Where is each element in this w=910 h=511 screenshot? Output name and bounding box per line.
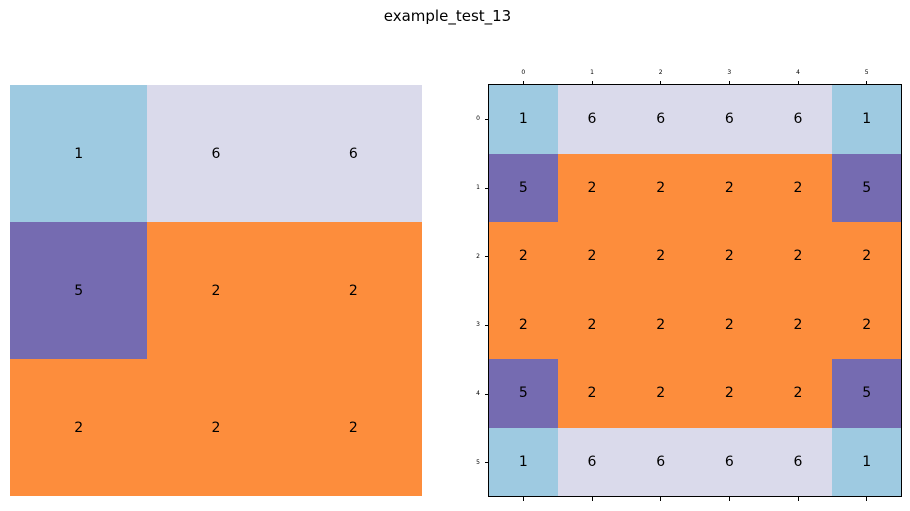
x-tick-mark-bottom-1 xyxy=(591,497,593,501)
output-cell-r2-c5: 2 xyxy=(832,222,901,291)
output-cell-r2-c4: 2 xyxy=(763,222,833,291)
output-cell-r1-c4: 2 xyxy=(763,153,833,222)
y-tick-mark-4 xyxy=(485,393,489,395)
y-tick-mark-2 xyxy=(485,256,489,258)
output-cell-r5-c3: 6 xyxy=(694,427,764,496)
x-tick-mark-bottom-5 xyxy=(866,497,868,501)
output-cell-r5-c4: 6 xyxy=(763,427,833,496)
output-cell-r0-c1: 6 xyxy=(557,85,627,154)
output-cell-r2-c2: 2 xyxy=(626,222,695,291)
y-tick-label-1: 1 xyxy=(476,184,480,191)
output-cell-r3-c4: 2 xyxy=(763,290,833,359)
output-cell-r1-c3: 2 xyxy=(694,153,764,222)
x-tick-mark-bottom-2 xyxy=(660,497,662,501)
input-cell-r1-c1: 2 xyxy=(147,222,285,359)
output-cell-r3-c5: 2 xyxy=(832,290,901,359)
x-tick-label-1: 1 xyxy=(590,69,594,76)
x-tick-mark-bottom-3 xyxy=(728,497,730,501)
input-cell-r2-c1: 2 xyxy=(147,359,285,496)
output-cell-r4-c4: 2 xyxy=(763,359,833,428)
x-tick-mark-bottom-0 xyxy=(522,497,524,501)
input-cell-r2-c2: 2 xyxy=(284,359,422,496)
output-cell-r5-c1: 6 xyxy=(557,427,627,496)
input-cell-r0-c0: 1 xyxy=(10,85,148,222)
output-cell-r3-c1: 2 xyxy=(557,290,627,359)
output-cell-r0-c2: 6 xyxy=(626,85,695,154)
y-tick-label-5: 5 xyxy=(476,458,480,466)
output-cell-r4-c0: 5 xyxy=(489,359,558,428)
output-cell-r1-c2: 2 xyxy=(626,153,695,222)
y-tick-mark-5 xyxy=(485,462,489,464)
output-cell-r0-c3: 6 xyxy=(694,85,764,154)
x-tick-label-3: 3 xyxy=(727,69,732,76)
x-tick-mark-bottom-4 xyxy=(797,497,799,501)
input-cell-r0-c2: 6 xyxy=(284,85,422,222)
output-cell-r2-c1: 2 xyxy=(557,222,627,291)
x-tick-mark-top-0 xyxy=(522,81,524,85)
input-cell-r2-c0: 2 xyxy=(10,359,148,496)
output-cell-r4-c2: 2 xyxy=(626,359,695,428)
output-cell-r0-c4: 6 xyxy=(763,85,833,154)
x-tick-mark-top-1 xyxy=(591,81,593,85)
y-tick-mark-0 xyxy=(485,118,489,120)
x-tick-label-0: 0 xyxy=(521,69,526,76)
x-tick-label-2: 2 xyxy=(658,69,663,76)
y-tick-label-4: 4 xyxy=(476,390,480,397)
output-cell-r4-c3: 2 xyxy=(694,359,764,428)
x-tick-mark-top-2 xyxy=(660,81,662,85)
output-cell-r5-c2: 6 xyxy=(626,427,695,496)
x-tick-label-4: 4 xyxy=(796,69,800,76)
output-cell-r2-c0: 2 xyxy=(489,222,558,291)
input-cell-r1-c0: 5 xyxy=(10,222,148,359)
x-tick-mark-top-5 xyxy=(866,81,868,85)
output-cell-r3-c3: 2 xyxy=(694,290,764,359)
output-cell-r5-c5: 1 xyxy=(832,427,901,496)
y-tick-mark-3 xyxy=(485,324,489,326)
output-cell-r5-c0: 1 xyxy=(489,427,558,496)
x-tick-mark-top-4 xyxy=(797,81,799,85)
figure-title: example_test_13 xyxy=(383,7,512,25)
output-cell-r1-c5: 5 xyxy=(832,153,901,222)
output-cell-r3-c2: 2 xyxy=(626,290,695,359)
output-cell-r1-c0: 5 xyxy=(489,153,558,222)
output-cell-r4-c5: 5 xyxy=(832,359,901,428)
output-cell-r4-c1: 2 xyxy=(557,359,627,428)
input-cell-r1-c2: 2 xyxy=(284,222,422,359)
y-tick-label-2: 2 xyxy=(476,252,480,260)
output-cell-r3-c0: 2 xyxy=(489,290,558,359)
output-cell-r0-c5: 1 xyxy=(832,85,901,154)
x-tick-label-5: 5 xyxy=(864,69,869,76)
output-cell-r0-c0: 1 xyxy=(489,85,558,154)
y-tick-label-0: 0 xyxy=(476,115,480,123)
y-tick-label-3: 3 xyxy=(476,321,480,329)
output-cell-r1-c1: 2 xyxy=(557,153,627,222)
y-tick-mark-1 xyxy=(485,187,489,189)
input-cell-r0-c1: 6 xyxy=(147,85,285,222)
x-tick-mark-top-3 xyxy=(728,81,730,85)
output-cell-r2-c3: 2 xyxy=(694,222,764,291)
